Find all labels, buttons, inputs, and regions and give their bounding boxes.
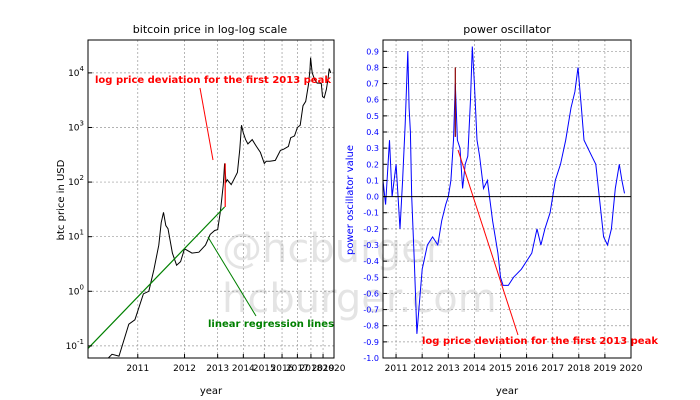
left-x-tick-label: 2014 <box>232 364 255 374</box>
right-oscillator-series <box>382 46 625 334</box>
right-y-tick-label: 0.7 <box>366 80 379 89</box>
right-y-tick-label: 0.1 <box>366 176 379 185</box>
watermark-line-2: hcburger.com <box>222 276 497 322</box>
left-chart: bitcoin price in log-log scale 2011 2012 2… <box>56 23 346 397</box>
right-y-tick-label: -0.7 <box>363 306 379 315</box>
right-y-tick-label: 0.0 <box>366 193 379 202</box>
left-lines <box>87 57 332 359</box>
left-x-tick-label: 2011 <box>126 364 149 374</box>
right-y-tick-label: -0.1 <box>363 209 379 218</box>
right-y-tick-label: 0.3 <box>366 144 379 153</box>
left-y-tick-base: 10 <box>68 287 80 297</box>
right-y-tick-label: 0.6 <box>366 96 379 105</box>
left-annotation-regression-arrow <box>207 236 257 317</box>
right-y-tick-label: -0.8 <box>363 322 379 331</box>
left-x-tick-label: 2013 <box>206 364 229 374</box>
left-y-tick-label: 101 <box>68 229 84 243</box>
right-x-tick-label: 2016 <box>515 364 538 374</box>
left-y-tick-base: 10 <box>68 123 80 133</box>
left-y-tick-base: 10 <box>68 69 80 79</box>
left-y-tick-label: 102 <box>68 174 84 188</box>
left-y-tick-base: 10 <box>68 178 80 188</box>
left-y-tick-base: 10 <box>68 233 80 243</box>
left-y-tick-exponent: 0 <box>80 283 84 291</box>
right-y-tick-label: -0.3 <box>363 241 379 250</box>
right-y-tick-label: 0.2 <box>366 160 379 169</box>
right-x-tick-label: 2017 <box>541 364 564 374</box>
right-y-ticks: -1.0 -0.9 -0.8 -0.7 -0.6 -0.5 -0.4 -0.3 -0.2 -0.1… <box>363 47 387 363</box>
left-y-tick-exponent: 4 <box>80 65 85 73</box>
right-x-tick-label: 2014 <box>463 364 486 374</box>
left-y-tick-label: 104 <box>68 65 84 79</box>
left-y-tick-exponent: 3 <box>80 119 84 127</box>
left-y-tick-exponent: 1 <box>80 229 84 237</box>
watermark-line-1: @hcburger <box>222 226 443 272</box>
left-y-tick-label: 103 <box>68 119 84 133</box>
right-y-tick-label: -0.5 <box>363 273 379 282</box>
right-y-tick-label: 0.9 <box>366 47 379 56</box>
left-y-tick-exponent: -1 <box>77 338 84 346</box>
left-y-tick-base: 10 <box>66 342 78 352</box>
right-annotation-peak-arrow <box>457 149 519 336</box>
left-x-axis-label: year <box>200 386 223 397</box>
right-x-tick-label: 2020 <box>620 364 643 374</box>
left-regression-line-series <box>87 206 226 349</box>
right-y-tick-label: 0.5 <box>366 112 379 121</box>
left-x-tick-label: 2019 <box>312 364 335 374</box>
left-x-tick-label: 2017 <box>286 364 309 374</box>
left-x-tick-label: 2016 <box>271 364 294 374</box>
left-annotation-peak-arrow <box>199 87 214 161</box>
right-y-tick-label: -0.4 <box>363 257 379 266</box>
right-y-tick-label: -1.0 <box>363 354 379 363</box>
right-y-tick-label: -0.9 <box>363 338 379 347</box>
right-lines <box>382 46 631 334</box>
right-plot-frame <box>382 39 632 359</box>
left-x-tick-label: 2020 <box>323 364 346 374</box>
watermark: @hcburger hcburger.com <box>222 226 497 322</box>
left-x-tick-label: 2012 <box>173 364 196 374</box>
left-y-tick-label: 10-1 <box>66 338 84 352</box>
right-y-tick-label: 0.8 <box>366 63 379 72</box>
right-x-ticks: 2011 2012 2013 2014 2015 2016 2017 2018 2019 2020 <box>385 354 643 374</box>
left-chart-title: bitcoin price in log-log scale <box>133 23 288 36</box>
right-x-tick-label: 2013 <box>437 364 460 374</box>
right-x-tick-label: 2015 <box>489 364 512 374</box>
right-chart-title: power oscillator <box>463 23 551 36</box>
left-annotation-regression: linear regression lines <box>208 319 334 330</box>
left-x-tick-label: 2018 <box>299 364 322 374</box>
left-y-axis-label: btc price in USD <box>56 159 67 240</box>
right-x-axis-label: year <box>496 386 519 397</box>
right-chart: power oscillator 2011 2012 2013 2014 2015 201… <box>345 23 658 397</box>
right-y-tick-label: -0.6 <box>363 289 379 298</box>
right-y-axis-label: power oscillator value <box>345 145 356 255</box>
right-y-tick-label: 0.4 <box>366 128 379 137</box>
left-y-tick-exponent: 2 <box>80 174 84 182</box>
left-annotation-peak: log price deviation for the first 2013 p… <box>95 75 331 86</box>
right-x-tick-label: 2018 <box>567 364 590 374</box>
right-y-tick-label: -0.2 <box>363 225 379 234</box>
right-annotation-peak: log price deviation for the first 2013 p… <box>422 336 658 347</box>
left-btc-price-series <box>107 57 332 359</box>
left-x-tick-label: 2015 <box>253 364 276 374</box>
left-y-tick-label: 100 <box>68 283 84 297</box>
right-x-tick-label: 2019 <box>593 364 616 374</box>
right-x-tick-label: 2011 <box>385 364 408 374</box>
left-plot-frame <box>87 39 335 359</box>
right-x-tick-label: 2012 <box>411 364 434 374</box>
